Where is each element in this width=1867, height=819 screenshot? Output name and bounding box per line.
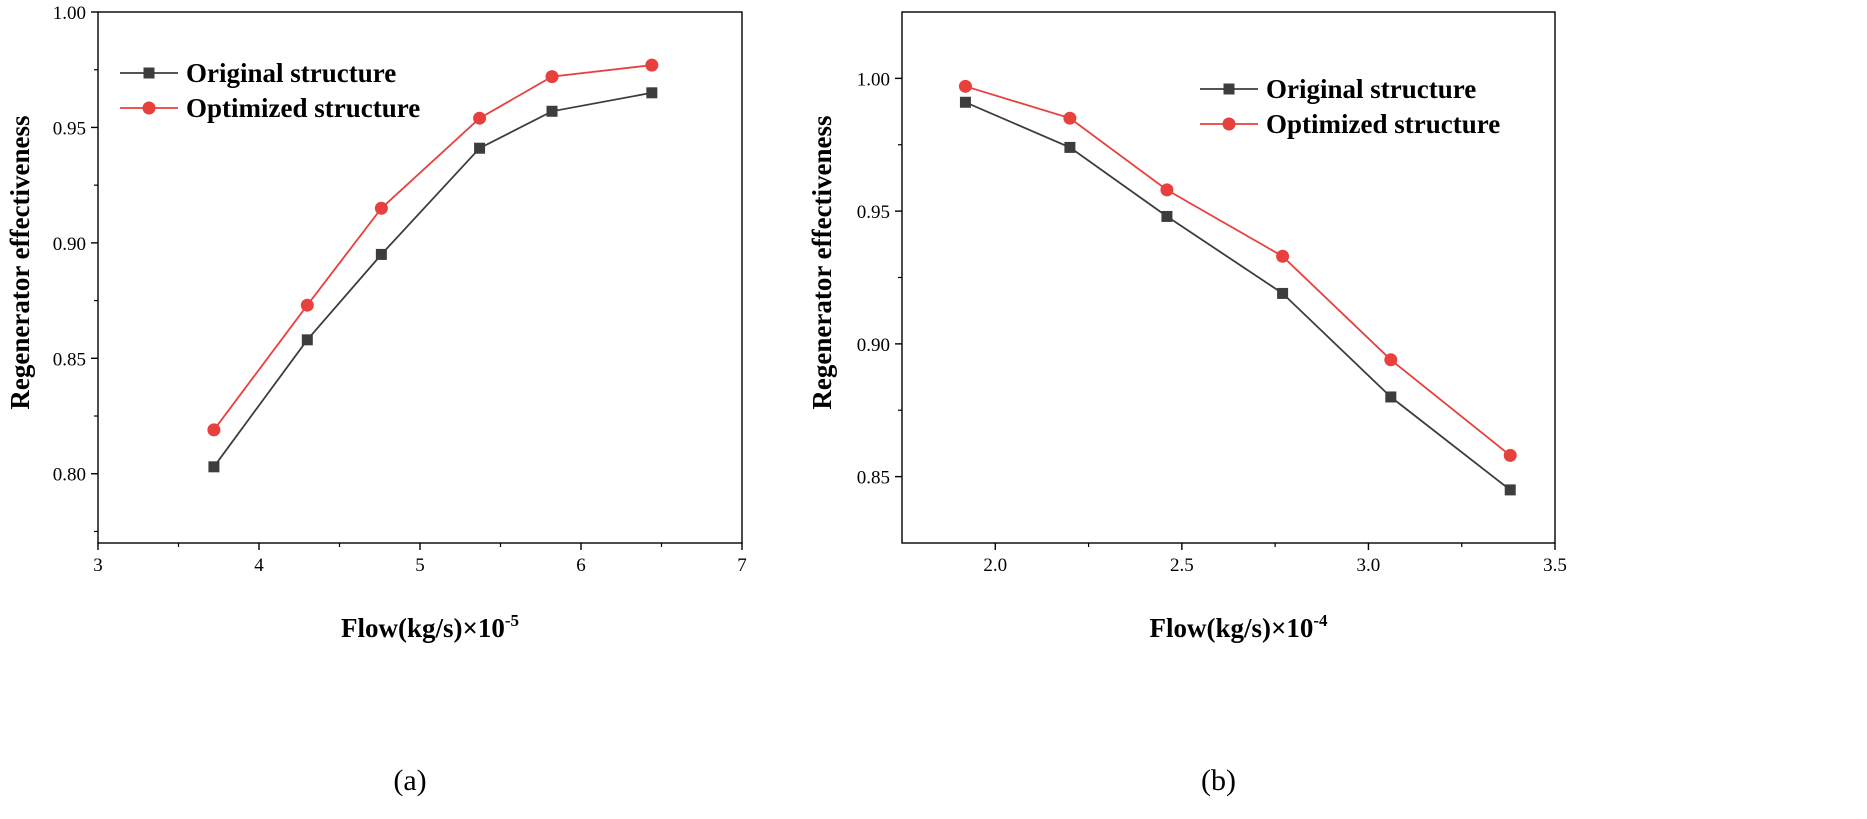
chart-b-x-tick-label: 3.0 xyxy=(1357,555,1381,576)
chart-a-series-original-point xyxy=(474,142,486,154)
chart-b-x-axis-title-exponent: -4 xyxy=(1313,611,1328,630)
chart-a-series-optimized-point xyxy=(374,201,388,215)
chart-a-series-optimized-point xyxy=(645,58,659,72)
chart-a-legend: Original structure Optimized structure xyxy=(120,58,420,123)
chart-b-x-tick-label: 3.5 xyxy=(1543,555,1567,576)
chart-b-y-tick-label: 0.90 xyxy=(857,335,890,356)
chart-b-series-optimized-point xyxy=(1503,448,1517,462)
chart-b-series-original-point xyxy=(959,96,971,108)
chart-a-x-tick-label: 6 xyxy=(576,555,586,576)
chart-b-legend: Original structure Optimized structure xyxy=(1200,74,1500,139)
chart-b-y-tick-label: 0.85 xyxy=(857,468,890,489)
chart-b-x-axis-title: Flow(kg/s)×10-4 xyxy=(1149,611,1328,643)
chart-a-series-optimized-point xyxy=(545,70,559,84)
chart-a-series-optimized-point xyxy=(207,423,221,437)
chart-a-legend-marker xyxy=(142,101,156,115)
chart-a-y-tick-label: 0.85 xyxy=(53,349,86,370)
chart-b-x-axis-title-text: Flow(kg/s)×10 xyxy=(1149,613,1313,643)
chart-b-series-original-point xyxy=(1161,210,1173,222)
chart-a-y-axis-title: Regenerator effectiveness xyxy=(5,115,35,409)
chart-a-y-tick-label: 1.00 xyxy=(53,3,86,24)
chart-a-plot-frame xyxy=(97,11,743,544)
chart-a: 3 4 5 6 7 0.80 0.85 0.90 0.95 1.00 Flow(kg/s)×10-5… xyxy=(5,3,747,797)
chart-a-x-tick-label: 3 xyxy=(93,555,103,576)
chart-a-series-original-point xyxy=(375,248,387,260)
chart-b-series-optimized-point xyxy=(1160,183,1174,197)
chart-a-legend-label: Original structure xyxy=(186,58,396,88)
chart-b-legend-marker xyxy=(1223,83,1235,95)
chart-a-x-axis-title-exponent: -5 xyxy=(505,611,519,630)
chart-b-series-original-line xyxy=(965,101,1511,491)
chart-a-panel-label: (a) xyxy=(393,764,426,797)
chart-b-series-optimized-point xyxy=(958,79,972,93)
chart-a-series-original-point xyxy=(646,87,658,99)
chart-a-y-tick-label: 0.90 xyxy=(53,234,86,255)
chart-a-x-tick-label: 7 xyxy=(737,555,747,576)
chart-a-x-axis-title-text: Flow(kg/s)×10 xyxy=(341,613,505,643)
chart-b-x-tick-label: 2.5 xyxy=(1170,555,1194,576)
chart-b-x-tick-label: 2.0 xyxy=(983,555,1007,576)
chart-b-y-axis-title: Regenerator effectiveness xyxy=(807,115,837,409)
chart-a-series-optimized-point xyxy=(473,111,487,125)
chart-b-legend-marker xyxy=(1222,117,1236,131)
chart-b-series-optimized-point xyxy=(1063,111,1077,125)
chart-b-series-original-point xyxy=(1064,141,1076,153)
chart-a-series-original-point xyxy=(208,461,220,473)
chart-a-x-tick-label: 5 xyxy=(415,555,425,576)
chart-a-legend-label: Optimized structure xyxy=(186,93,420,123)
chart-a-legend-marker xyxy=(143,67,155,79)
chart-b-series-original-point xyxy=(1277,287,1289,299)
chart-b-series-original-point xyxy=(1385,391,1397,403)
chart-b-panel-label: (b) xyxy=(1201,764,1236,797)
chart-a-series-original-line xyxy=(213,91,652,468)
chart-b-y-tick-label: 1.00 xyxy=(857,69,890,90)
chart-a-series-optimized-point xyxy=(300,298,314,312)
chart-a-x-tick-label: 4 xyxy=(254,555,264,576)
chart-b-legend-label: Optimized structure xyxy=(1266,109,1500,139)
chart-a-y-tick-label: 0.80 xyxy=(53,465,86,486)
chart-b-series-optimized-line xyxy=(965,85,1511,457)
chart-b-legend-label: Original structure xyxy=(1266,74,1476,104)
chart-b-series-original-point xyxy=(1504,484,1516,496)
chart-a-y-tick-label: 0.95 xyxy=(53,118,86,139)
chart-a-series-original-point xyxy=(301,334,313,346)
chart-b-series-optimized-point xyxy=(1276,249,1290,263)
chart-b: 2.0 2.5 3.0 3.5 0.85 0.90 0.95 1.00 Flow(kg/s)×1… xyxy=(807,11,1567,797)
chart-b-y-tick-label: 0.95 xyxy=(857,202,890,223)
chart-a-x-axis-title: Flow(kg/s)×10-5 xyxy=(341,611,519,643)
chart-a-series-optimized-line xyxy=(213,64,652,431)
chart-b-series-optimized-point xyxy=(1384,353,1398,367)
chart-a-series-original-point xyxy=(546,105,558,117)
